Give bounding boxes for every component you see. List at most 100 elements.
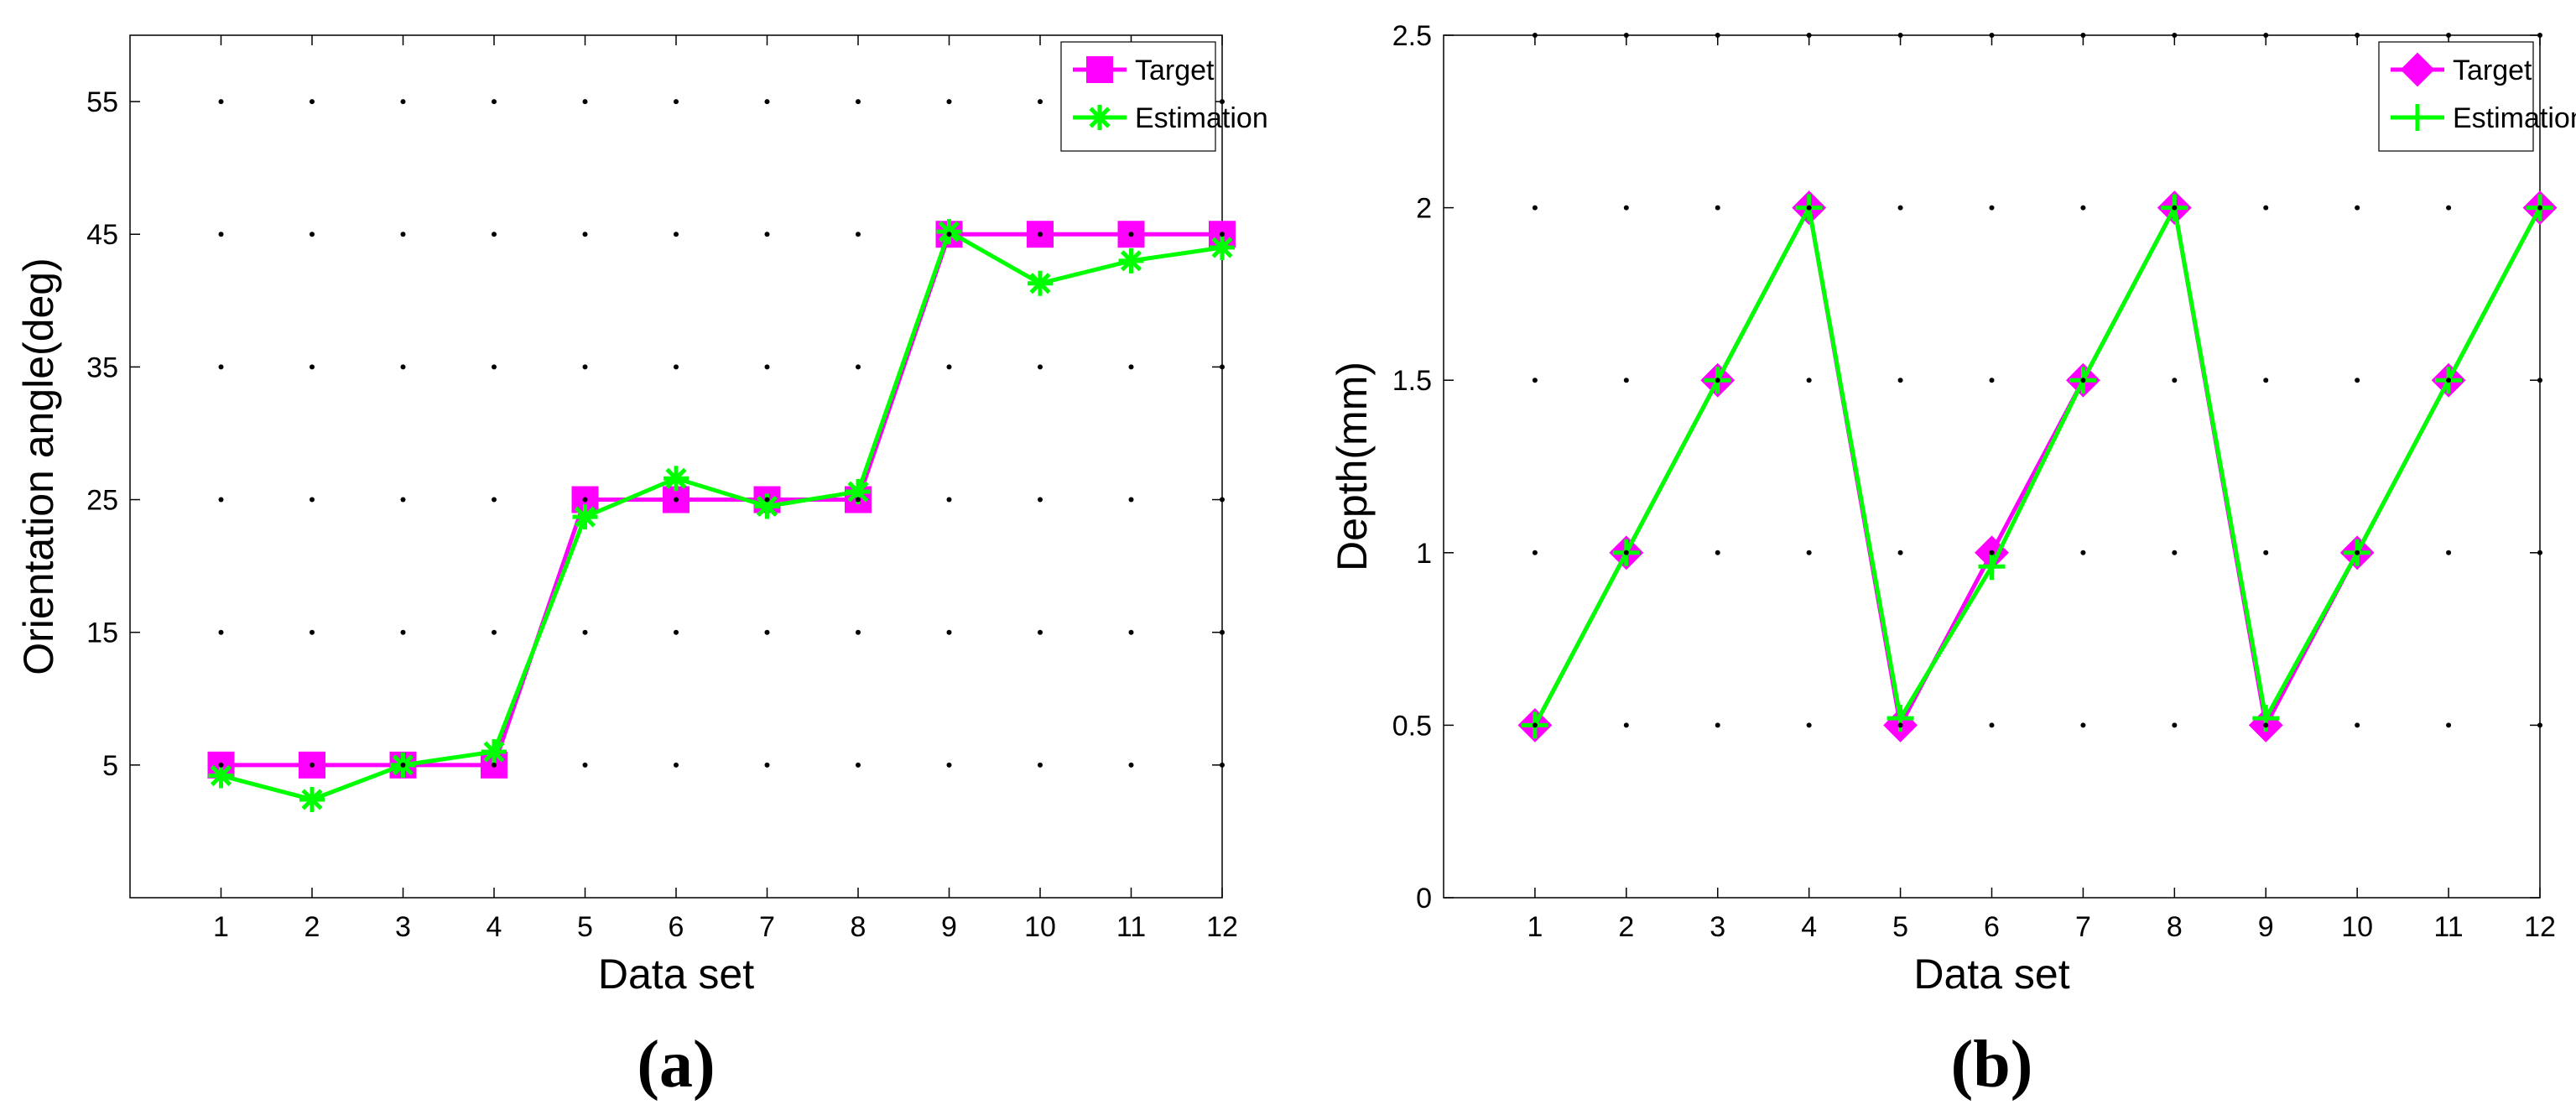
- chart-a-legend-label: Target: [1135, 55, 1215, 86]
- chart-a-point-estimation: [572, 504, 598, 530]
- chart-a-grid-dot: [582, 99, 588, 105]
- chart-a-line-target: [221, 232, 1222, 768]
- chart-b-grid-dot-overlay: [2080, 378, 2086, 383]
- chart-b-x-tick-label: 1: [1527, 911, 1543, 943]
- chart-a-grid-dot: [400, 232, 406, 237]
- chart-b-legend: Target Estimation: [2378, 41, 2576, 152]
- chart-a-x-tick-label: 3: [395, 911, 411, 943]
- chart-b-grid-dot: [1532, 550, 1538, 555]
- chart-b-y-tick-label: 2: [1416, 193, 1432, 225]
- chart-a-grid-dot: [492, 99, 497, 105]
- chart-b-grid-dot: [1532, 205, 1538, 211]
- chart-b-grid-dot: [1897, 378, 1903, 383]
- chart-a-grid-dot-overlay: [1038, 232, 1043, 237]
- chart-b-grid-dot: [2446, 722, 2452, 728]
- chart-a-grid-dot: [1128, 364, 1134, 370]
- chart-b-grid-dot: [2080, 205, 2086, 211]
- chart-a-grid-dot-overlay: [856, 497, 861, 503]
- chart-b-grid-dot-overlay: [1806, 205, 1812, 211]
- chart-b-x-tick-label: 6: [1984, 911, 2000, 943]
- chart-b-line-estimation: [1533, 201, 2542, 727]
- chart-a-grid-dot: [218, 99, 224, 105]
- chart-a-line-estimation: [220, 228, 1223, 802]
- chart-b-grid-dot: [1897, 205, 1903, 211]
- chart-b-grid-dot-overlay: [1623, 550, 1629, 555]
- chart-b-plot-area: [1443, 34, 2541, 899]
- chart-a-grid-dot: [310, 99, 315, 105]
- chart-b-grid-dot-overlay: [1715, 378, 1720, 383]
- chart-a-y-tick-label: 45: [86, 219, 118, 251]
- chart-a-series-estimation: [208, 219, 1235, 812]
- chart-a-point-estimation: [1210, 235, 1235, 261]
- chart-b-legend-marker: [2400, 52, 2435, 87]
- chart-a-grid-dot: [946, 762, 952, 768]
- chart-a-grid-dot: [856, 232, 861, 237]
- chart-b-grid-dot: [2172, 378, 2178, 383]
- chart-a-grid-dot: [310, 629, 315, 635]
- chart-b-grid-dot: [2355, 205, 2360, 211]
- chart-b-y-tick-label: 1.5: [1392, 365, 1432, 397]
- chart-b-legend-marker: [2404, 104, 2431, 131]
- chart-b-grid-dot: [1532, 378, 1538, 383]
- chart-a-grid-dot: [1128, 762, 1134, 768]
- chart-b-grid-dot-overlay: [2263, 722, 2269, 728]
- chart-a-legend: Target Estimation: [1060, 41, 1268, 152]
- chart-a-grid-dot-overlay: [492, 762, 497, 768]
- chart-a-legend-marker: [1086, 56, 1113, 83]
- chart-a-grid-dot: [764, 99, 770, 105]
- chart-a-grid-dot-overlay: [310, 762, 315, 768]
- chart-a-grid-dot: [856, 629, 861, 635]
- chart-a-y-tick-label: 15: [86, 617, 118, 649]
- chart-a-grid-dot: [764, 364, 770, 370]
- chart-a-point-estimation: [754, 493, 780, 519]
- chart-a-grid-dot: [492, 629, 497, 635]
- chart-a-x-tick-label: 12: [1206, 911, 1238, 943]
- chart-b-grid-dot: [1989, 205, 1995, 211]
- chart-a-x-tick-label: 8: [851, 911, 866, 943]
- chart-a-grid-dot-overlay: [1128, 232, 1134, 237]
- chart-b-x-tick-label: 2: [1618, 911, 1634, 943]
- chart-a-x-tick-label: 5: [577, 911, 593, 943]
- chart-a-y-tick-label: 35: [86, 352, 118, 383]
- chart-a-grid-dot: [674, 99, 679, 105]
- chart-a-x-tick-label: 7: [759, 911, 775, 943]
- chart-b-grid-dot: [1989, 378, 1995, 383]
- chart-a-grid-dot-overlay: [946, 232, 952, 237]
- chart-a-grid-dot: [400, 629, 406, 635]
- chart-a-grid-dot-overlay: [764, 497, 770, 503]
- chart-b-y-tick-label: 2.5: [1392, 20, 1432, 52]
- chart-a-grid-dot-overlay: [400, 762, 406, 768]
- chart-b-grid-dot-overlay: [1989, 550, 1995, 555]
- chart-a-grid-dot: [946, 99, 952, 105]
- chart-a-x-tick-label: 4: [487, 911, 502, 943]
- chart-b-x-tick-label: 10: [2341, 911, 2373, 943]
- chart-b-grid-dot: [1806, 378, 1812, 383]
- chart-b-grid-dot: [1806, 722, 1812, 728]
- chart-panel-a: 5 15 25 35 45 55 1 2 3 4 5 6 7 8 9 10 11 12 Target Estimati…: [15, 34, 1268, 1102]
- chart-a-grid-dot: [400, 364, 406, 370]
- chart-b-x-tick-label: 4: [1801, 911, 1817, 943]
- chart-b-grid-dot: [1715, 722, 1720, 728]
- chart-a-point-estimation: [846, 479, 871, 505]
- chart-b-grid-dot: [2080, 550, 2086, 555]
- chart-a-legend-marker: [1087, 105, 1112, 130]
- chart-a-grid-dot-overlay: [1220, 232, 1225, 237]
- chart-a-grid-dot: [856, 364, 861, 370]
- chart-b-grid-dot: [2263, 378, 2269, 383]
- chart-a-x-tick-label: 1: [213, 911, 229, 943]
- chart-b-grid-dot-overlay: [2446, 378, 2452, 383]
- chart-b-grid-dot: [1715, 550, 1720, 555]
- chart-a-grid-dot-overlay: [218, 762, 224, 768]
- chart-a-grid-dot: [764, 629, 770, 635]
- chart-b-grid-dot: [1989, 722, 1995, 728]
- chart-b-y-tick-label: 0.5: [1392, 710, 1432, 742]
- chart-b-legend-label: Target: [2453, 55, 2532, 86]
- chart-a-grid-dot: [1038, 629, 1043, 635]
- chart-b-point-estimation: [1978, 553, 2006, 581]
- chart-a-grid-dot: [218, 364, 224, 370]
- chart-a-grid-dot: [582, 364, 588, 370]
- chart-b-x-tick-label: 3: [1710, 911, 1725, 943]
- chart-b-grid-dot: [1623, 722, 1629, 728]
- chart-b-x-tick-label: 8: [2167, 911, 2183, 943]
